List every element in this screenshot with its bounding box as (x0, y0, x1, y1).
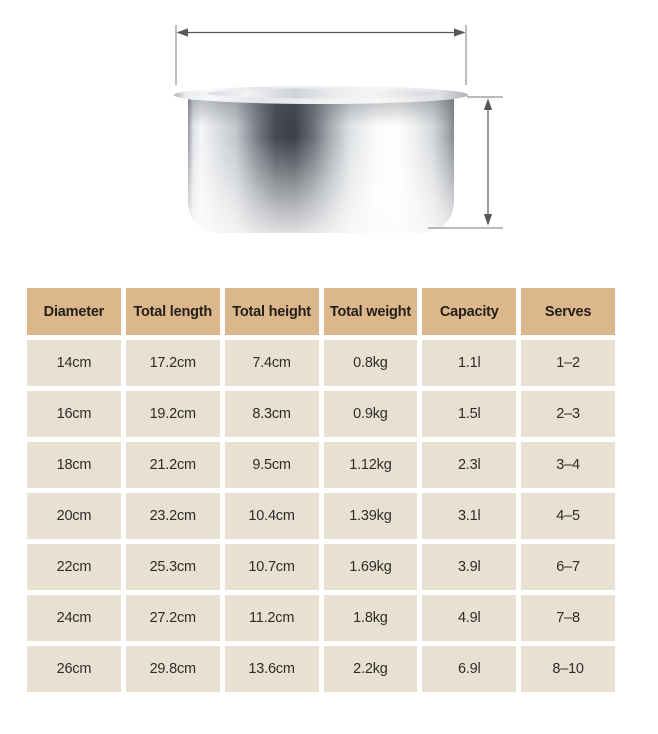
table-cell: 3.1l (422, 493, 517, 539)
table-cell: 0.9kg (323, 391, 418, 437)
table-cell: 20cm (27, 493, 121, 539)
table-cell: 8.3cm (224, 391, 319, 437)
table-cell: 1.1l (422, 340, 517, 386)
table-cell: 14cm (27, 340, 121, 386)
table-cell: 2.2kg (323, 646, 418, 692)
column-header: Diameter (27, 288, 121, 335)
pot-diagram-svg (174, 25, 503, 233)
table-cell: 6–7 (521, 544, 615, 590)
table-cell: 1.8kg (323, 595, 418, 641)
column-header: Total height (224, 288, 319, 335)
table-cell: 7.4cm (224, 340, 319, 386)
table-cell: 1.5l (422, 391, 517, 437)
table-cell: 17.2cm (125, 340, 220, 386)
table-cell: 3–4 (521, 442, 615, 488)
table-cell: 4–5 (521, 493, 615, 539)
table-cell: 25.3cm (125, 544, 220, 590)
table-cell: 10.7cm (224, 544, 319, 590)
table-cell: 27.2cm (125, 595, 220, 641)
pot-dimension-diagram (0, 0, 658, 287)
table-cell: 1–2 (521, 340, 615, 386)
pot-opening (207, 88, 435, 99)
table-cell: 2–3 (521, 391, 615, 437)
table-cell: 4.9l (422, 595, 517, 641)
table-cell: 22cm (27, 544, 121, 590)
table-cell: 21.2cm (125, 442, 220, 488)
column-header: Total length (125, 288, 220, 335)
table-cell: 8–10 (521, 646, 615, 692)
table-cell: 18cm (27, 442, 121, 488)
table-cell: 10.4cm (224, 493, 319, 539)
table-cell: 26cm (27, 646, 121, 692)
spec-table: Diameter Total length Total height Total we… (27, 288, 615, 692)
table-cell: 1.12kg (323, 442, 418, 488)
stainless-steel-pot-illustration (174, 86, 468, 233)
table-cell: 29.8cm (125, 646, 220, 692)
table-cell: 3.9l (422, 544, 517, 590)
table-cell: 0.8kg (323, 340, 418, 386)
table-cell: 11.2cm (224, 595, 319, 641)
column-header: Total weight (323, 288, 418, 335)
column-header: Capacity (422, 288, 517, 335)
height-dimension-arrow (428, 96, 503, 229)
table-cell: 7–8 (521, 595, 615, 641)
table-cell: 16cm (27, 391, 121, 437)
pot-body-reflection-fade (188, 97, 454, 233)
width-dimension-arrow (175, 25, 467, 85)
table-cell: 1.69kg (323, 544, 418, 590)
column-header: Serves (521, 288, 615, 335)
table-cell: 23.2cm (125, 493, 220, 539)
table-cell: 1.39kg (323, 493, 418, 539)
table-cell: 13.6cm (224, 646, 319, 692)
pot-under-rim-shadow (188, 100, 454, 126)
table-cell: 2.3l (422, 442, 517, 488)
table-cell: 6.9l (422, 646, 517, 692)
table-cell: 24cm (27, 595, 121, 641)
table-cell: 19.2cm (125, 391, 220, 437)
table-cell: 9.5cm (224, 442, 319, 488)
